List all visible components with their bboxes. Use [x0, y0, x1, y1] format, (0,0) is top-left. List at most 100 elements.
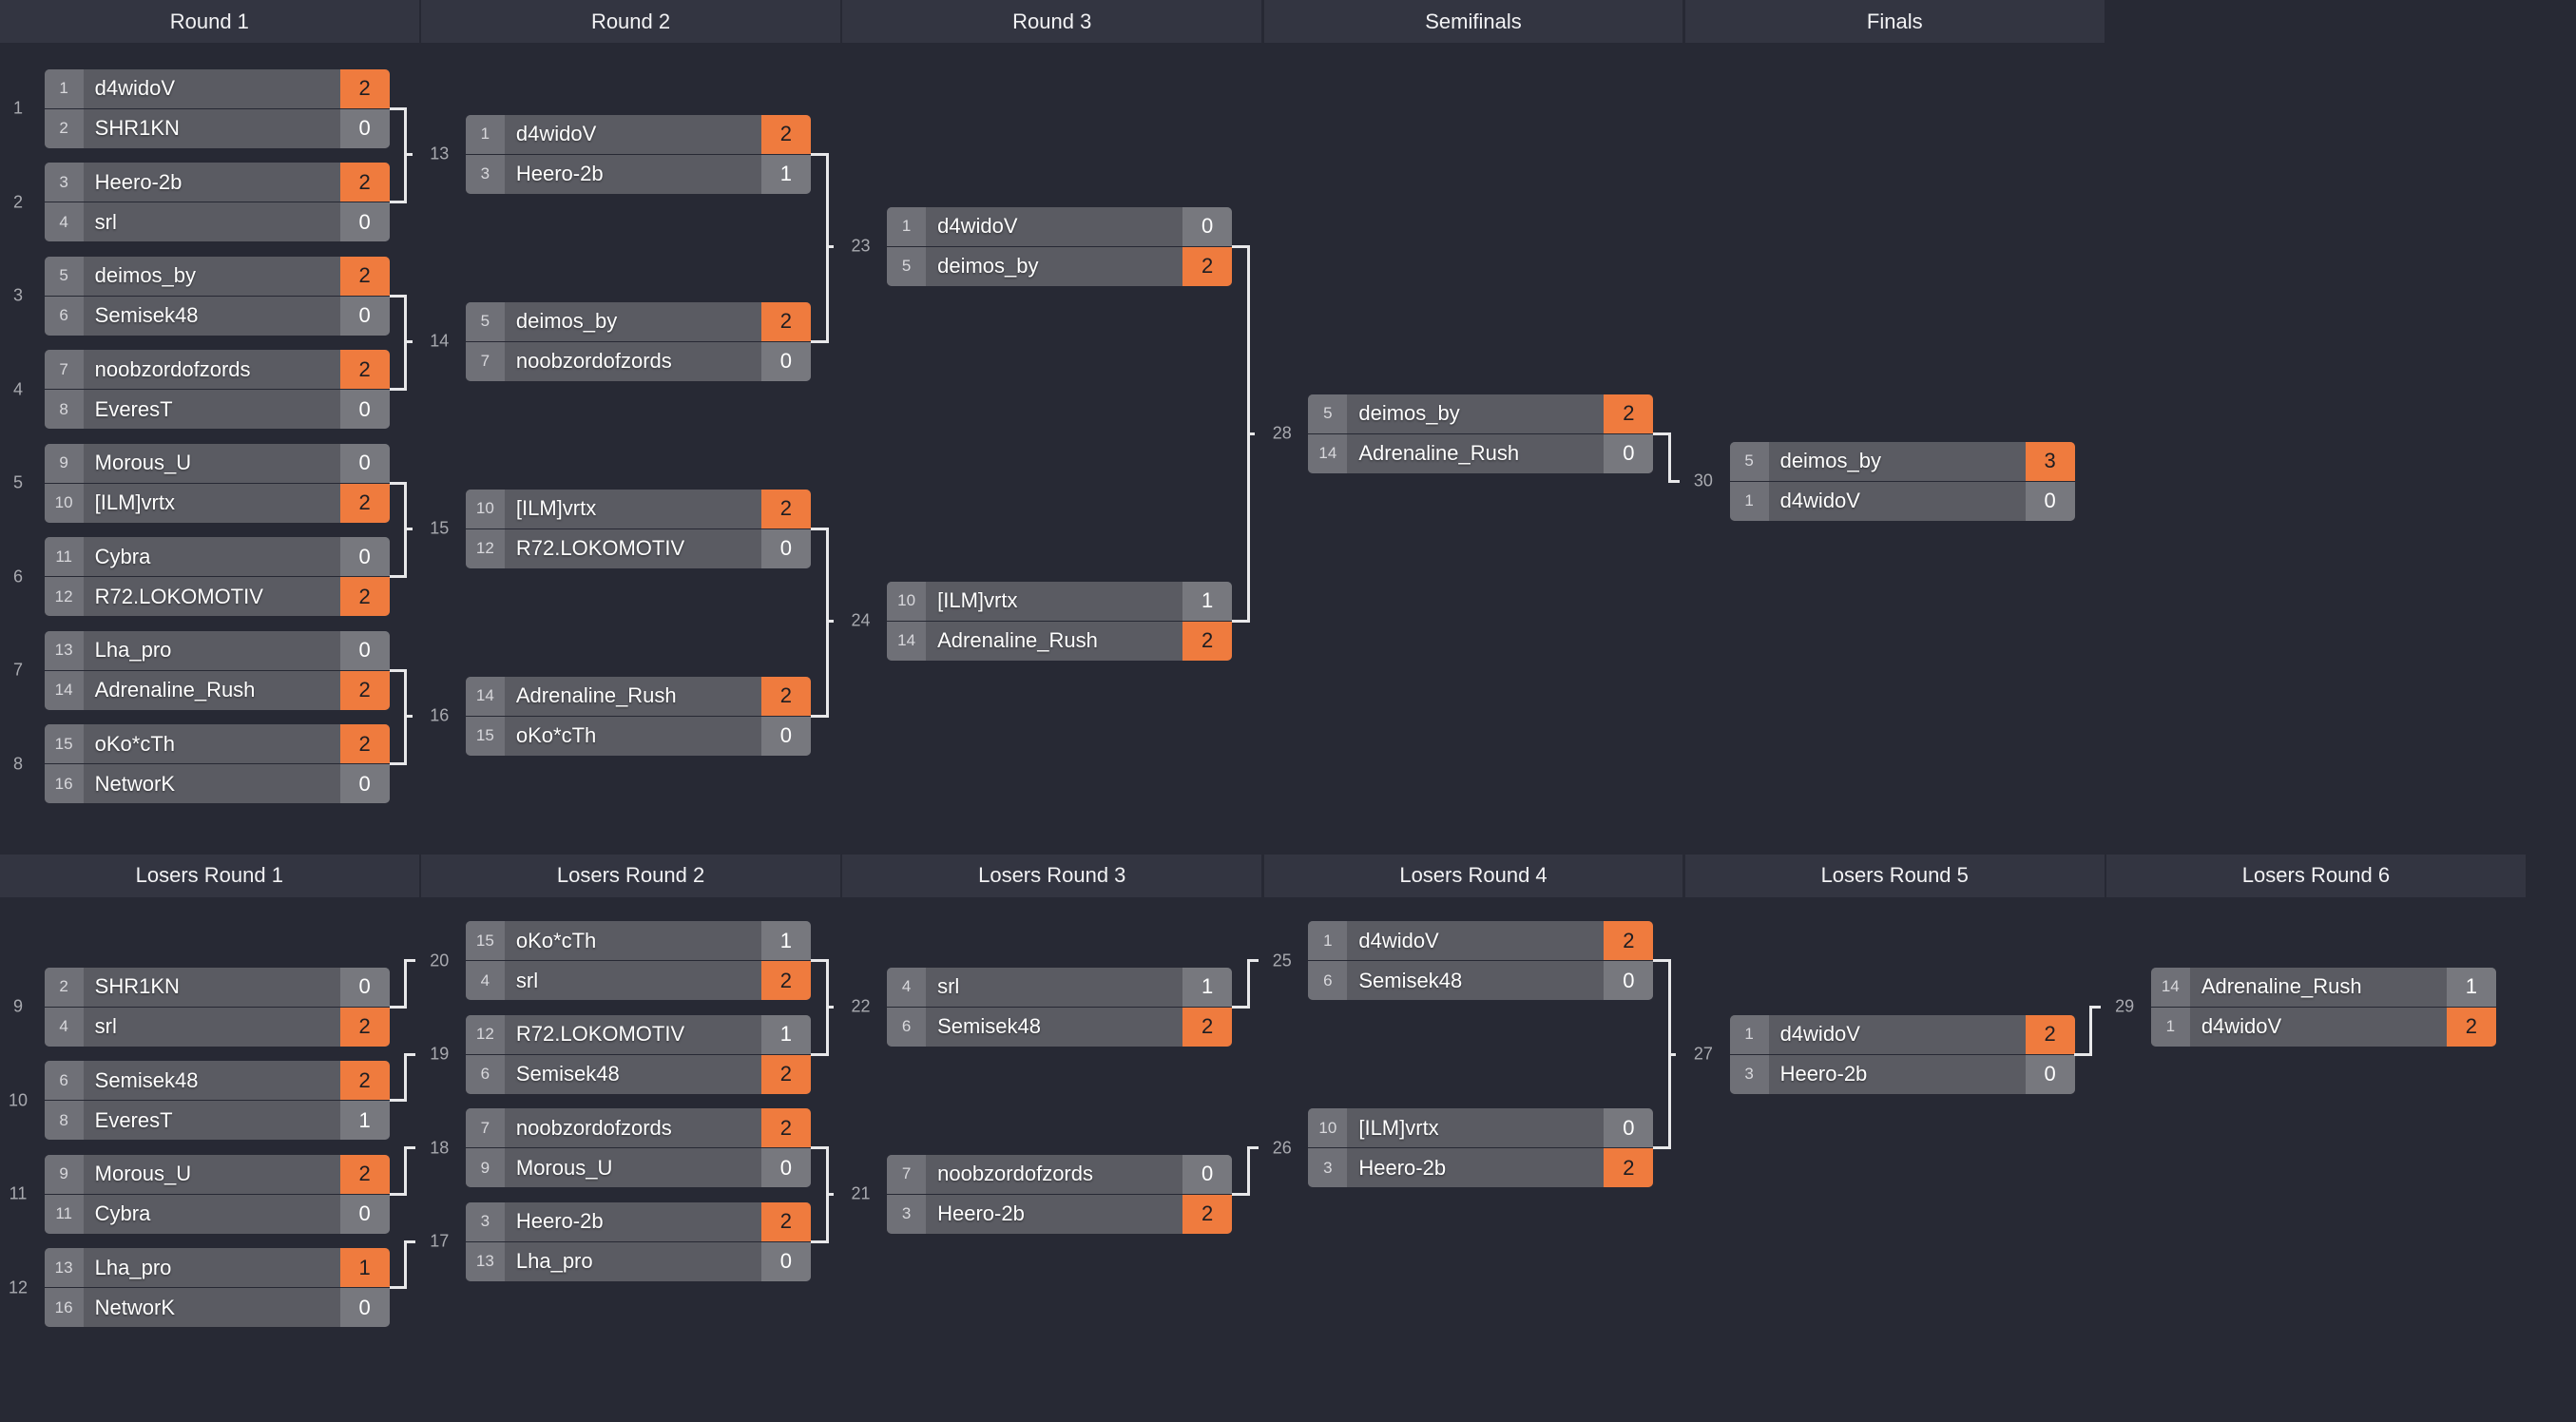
- participant-row[interactable]: 6 Semisek48 2: [887, 1007, 1233, 1047]
- participant-row[interactable]: 1 d4widoV 2: [1308, 921, 1654, 961]
- match-25[interactable]: 1 d4widoV 2 6 Semisek48 0: [1308, 921, 1654, 1001]
- match-22[interactable]: 4 srl 1 6 Semisek48 2: [887, 967, 1233, 1047]
- participant-row[interactable]: 13 Lha_pro 0: [44, 630, 390, 670]
- participant-row[interactable]: 14 Adrenaline_Rush 1: [2150, 967, 2496, 1007]
- match-14[interactable]: 5 deimos_by 2 7 noobzordofzords 0: [465, 301, 811, 381]
- participant-name: [ILM]vrtx: [94, 490, 175, 515]
- participant-row[interactable]: 2 SHR1KN 0: [44, 967, 390, 1007]
- participant-row[interactable]: 10 [ILM]vrtx 1: [887, 581, 1233, 621]
- match-5[interactable]: 9 Morous_U 0 10 [ILM]vrtx 2: [44, 443, 390, 523]
- participant-row[interactable]: 3 Heero-2b 1: [465, 154, 811, 194]
- match-18[interactable]: 7 noobzordofzords 2 9 Morous_U 0: [465, 1108, 811, 1188]
- participant-row[interactable]: 6 Semisek48 0: [1308, 961, 1654, 1001]
- participant-row[interactable]: 3 Heero-2b 0: [1729, 1054, 2075, 1094]
- participant-row[interactable]: 1 d4widoV 2: [44, 68, 390, 108]
- match-4[interactable]: 7 noobzordofzords 2 8 EveresT 0: [44, 350, 390, 430]
- participant-row[interactable]: 11 Cybra 0: [44, 1194, 390, 1234]
- match-27[interactable]: 1 d4widoV 2 3 Heero-2b 0: [1729, 1014, 2075, 1094]
- participant-row[interactable]: 10 [ILM]vrtx 0: [1308, 1108, 1654, 1148]
- match-12[interactable]: 13 Lha_pro 1 16 NetworK 0: [44, 1248, 390, 1328]
- match-number: 4: [12, 379, 24, 399]
- match-11[interactable]: 9 Morous_U 2 11 Cybra 0: [44, 1154, 390, 1234]
- match-19[interactable]: 12 R72.LOKOMOTIV 1 6 Semisek48 2: [465, 1014, 811, 1094]
- participant-row[interactable]: 14 Adrenaline_Rush 2: [887, 621, 1233, 661]
- match-21[interactable]: 7 noobzordofzords 0 3 Heero-2b 2: [887, 1154, 1233, 1234]
- match-6[interactable]: 11 Cybra 0 12 R72.LOKOMOTIV 2: [44, 537, 390, 617]
- participant-row[interactable]: 7 noobzordofzords 0: [887, 1154, 1233, 1194]
- match-28[interactable]: 5 deimos_by 2 14 Adrenaline_Rush 0: [1308, 394, 1654, 473]
- participant-row[interactable]: 3 Heero-2b 2: [44, 163, 390, 202]
- match-3[interactable]: 5 deimos_by 2 6 Semisek48 0: [44, 256, 390, 336]
- participant-row[interactable]: 6 Semisek48 0: [44, 296, 390, 336]
- match-10[interactable]: 6 Semisek48 2 8 EveresT 1: [44, 1061, 390, 1141]
- participant-row[interactable]: 15 oKo*cTh 2: [44, 724, 390, 764]
- participant-row[interactable]: 7 noobzordofzords 2: [465, 1108, 811, 1148]
- participant-row[interactable]: 9 Morous_U 0: [465, 1148, 811, 1188]
- match-23[interactable]: 1 d4widoV 0 5 deimos_by 2: [887, 206, 1233, 286]
- match-17[interactable]: 3 Heero-2b 2 13 Lha_pro 0: [465, 1201, 811, 1281]
- match-26[interactable]: 10 [ILM]vrtx 0 3 Heero-2b 2: [1308, 1108, 1654, 1188]
- participant-row[interactable]: 10 [ILM]vrtx 2: [44, 483, 390, 523]
- participant-score: 0: [2025, 481, 2075, 521]
- participant-seed: 3: [1308, 1148, 1348, 1188]
- match-8[interactable]: 15 oKo*cTh 2 16 NetworK 0: [44, 724, 390, 804]
- connector-line: [827, 1192, 834, 1196]
- participant-row[interactable]: 2 SHR1KN 0: [44, 108, 390, 148]
- participant-row[interactable]: 16 NetworK 0: [44, 764, 390, 804]
- match-9[interactable]: 2 SHR1KN 0 4 srl 2: [44, 967, 390, 1047]
- participant-row[interactable]: 12 R72.LOKOMOTIV 0: [465, 528, 811, 568]
- connector-line: [810, 152, 829, 156]
- participant-row[interactable]: 8 EveresT 0: [44, 390, 390, 430]
- participant-row[interactable]: 1 d4widoV 2: [1729, 1014, 2075, 1054]
- participant-row[interactable]: 1 d4widoV 0: [887, 206, 1233, 246]
- connector-line: [1653, 959, 1671, 963]
- match-7[interactable]: 13 Lha_pro 0 14 Adrenaline_Rush 2: [44, 630, 390, 710]
- participant-name: d4widoV: [937, 214, 1018, 239]
- participant-row[interactable]: 12 R72.LOKOMOTIV 1: [465, 1014, 811, 1054]
- participant-row[interactable]: 3 Heero-2b 2: [465, 1201, 811, 1241]
- match-30[interactable]: 5 deimos_by 3 1 d4widoV 0: [1729, 441, 2075, 521]
- match-1[interactable]: 1 d4widoV 2 2 SHR1KN 0: [44, 68, 390, 148]
- participant-row[interactable]: 1 d4widoV 2: [2150, 1007, 2496, 1047]
- participant-row[interactable]: 10 [ILM]vrtx 2: [465, 489, 811, 528]
- participant-row[interactable]: 8 EveresT 1: [44, 1101, 390, 1141]
- match-15[interactable]: 10 [ILM]vrtx 2 12 R72.LOKOMOTIV 0: [465, 489, 811, 568]
- match-13[interactable]: 1 d4widoV 2 3 Heero-2b 1: [465, 114, 811, 194]
- participant-score: 1: [339, 1101, 390, 1141]
- participant-row[interactable]: 6 Semisek48 2: [465, 1054, 811, 1094]
- participant-row[interactable]: 15 oKo*cTh 0: [465, 716, 811, 756]
- match-2[interactable]: 3 Heero-2b 2 4 srl 0: [44, 163, 390, 242]
- participant-row[interactable]: 13 Lha_pro 0: [465, 1241, 811, 1281]
- participant-row[interactable]: 3 Heero-2b 2: [887, 1194, 1233, 1234]
- participant-row[interactable]: 4 srl 2: [465, 961, 811, 1001]
- participant-row[interactable]: 5 deimos_by 2: [465, 301, 811, 341]
- participant-row[interactable]: 15 oKo*cTh 1: [465, 921, 811, 961]
- participant-row[interactable]: 3 Heero-2b 2: [1308, 1148, 1654, 1188]
- participant-row[interactable]: 7 noobzordofzords 0: [465, 341, 811, 381]
- participant-row[interactable]: 1 d4widoV 0: [1729, 481, 2075, 521]
- participant-row[interactable]: 14 Adrenaline_Rush 2: [465, 676, 811, 716]
- participant-row[interactable]: 11 Cybra 0: [44, 537, 390, 577]
- participant-row[interactable]: 5 deimos_by 2: [1308, 394, 1654, 433]
- participant-row[interactable]: 9 Morous_U 2: [44, 1154, 390, 1194]
- participant-row[interactable]: 5 deimos_by 2: [44, 256, 390, 296]
- participant-row[interactable]: 4 srl 0: [44, 202, 390, 242]
- participant-row[interactable]: 9 Morous_U 0: [44, 443, 390, 483]
- participant-row[interactable]: 4 srl 1: [887, 967, 1233, 1007]
- participant-row[interactable]: 13 Lha_pro 1: [44, 1248, 390, 1288]
- participant-row[interactable]: 5 deimos_by 2: [887, 246, 1233, 286]
- match-29[interactable]: 14 Adrenaline_Rush 1 1 d4widoV 2: [2150, 967, 2496, 1047]
- participant-row[interactable]: 4 srl 2: [44, 1007, 390, 1047]
- participant-row[interactable]: 14 Adrenaline_Rush 2: [44, 670, 390, 710]
- match-20[interactable]: 15 oKo*cTh 1 4 srl 2: [465, 921, 811, 1001]
- match-16[interactable]: 14 Adrenaline_Rush 2 15 oKo*cTh 0: [465, 676, 811, 756]
- participant-row[interactable]: 1 d4widoV 2: [465, 114, 811, 154]
- participant-score: 2: [760, 301, 811, 341]
- participant-row[interactable]: 16 NetworK 0: [44, 1288, 390, 1328]
- match-24[interactable]: 10 [ILM]vrtx 1 14 Adrenaline_Rush 2: [887, 581, 1233, 661]
- participant-row[interactable]: 5 deimos_by 3: [1729, 441, 2075, 481]
- participant-row[interactable]: 6 Semisek48 2: [44, 1061, 390, 1101]
- participant-row[interactable]: 14 Adrenaline_Rush 0: [1308, 433, 1654, 473]
- participant-row[interactable]: 7 noobzordofzords 2: [44, 350, 390, 390]
- participant-row[interactable]: 12 R72.LOKOMOTIV 2: [44, 577, 390, 617]
